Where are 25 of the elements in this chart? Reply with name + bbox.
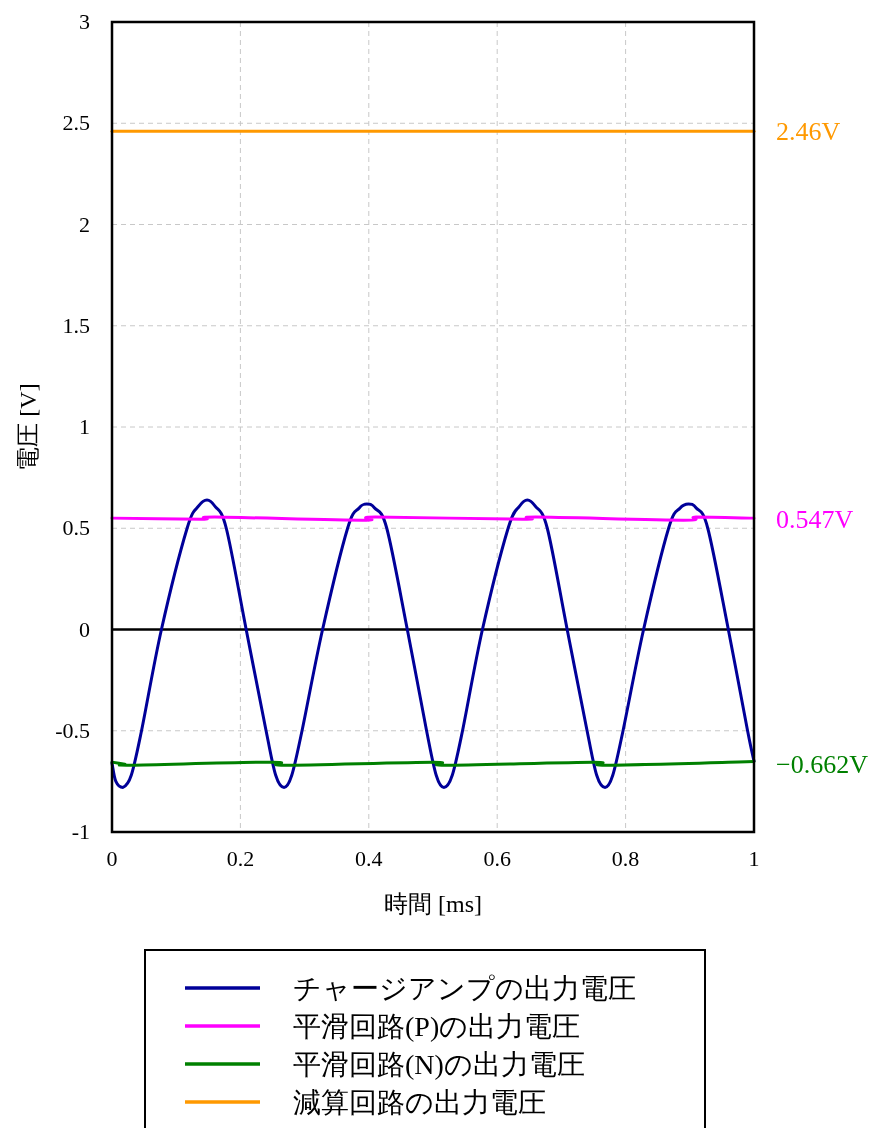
x-tick-label: 0 (106, 846, 118, 871)
y-tick-label: 3 (79, 9, 90, 34)
x-tick-label: 1 (748, 846, 760, 871)
y-tick-label: 0.5 (62, 515, 90, 541)
x-tick-label: 0.2 (226, 846, 255, 871)
legend-label: 平滑回路(P)の出力電圧 (293, 1011, 581, 1042)
line-series (110, 498, 756, 789)
x-tick-label: 0.6 (483, 846, 511, 871)
text: 2.46V (776, 117, 841, 147)
text: 0.547V (776, 504, 854, 534)
legend-label: 平滑回路(N)の出力電圧 (293, 1049, 585, 1080)
y-tick-label: 2.5 (62, 110, 90, 136)
y-tick-label: 1 (79, 414, 90, 439)
y-tick-label: 0 (79, 616, 90, 642)
x-tick-label: 0.4 (355, 846, 383, 871)
y-axis-title: 電圧 [V] (15, 383, 41, 471)
y-tick-label: -0.5 (55, 717, 90, 743)
legend-label: 減算回路の出力電圧 (293, 1087, 546, 1118)
x-tick-label: 0.8 (611, 846, 640, 871)
y-tick-label: 2 (79, 211, 90, 237)
legend-label: チャージアンプの出力電圧 (293, 973, 636, 1004)
text: −0.662V (776, 749, 869, 779)
y-tick-label: 1.5 (62, 312, 90, 338)
x-axis-title: 時間 [ms] (384, 891, 482, 917)
y-tick-label: -1 (71, 819, 90, 844)
